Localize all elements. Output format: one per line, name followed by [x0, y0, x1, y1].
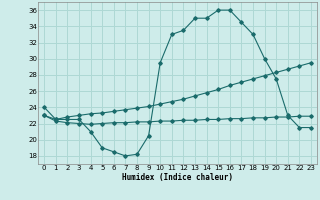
X-axis label: Humidex (Indice chaleur): Humidex (Indice chaleur)	[122, 173, 233, 182]
